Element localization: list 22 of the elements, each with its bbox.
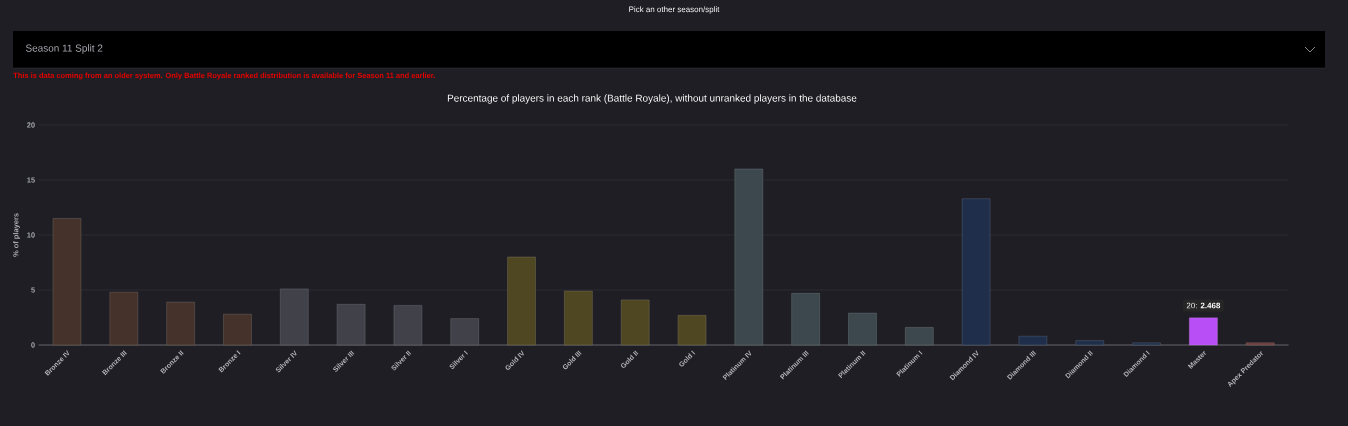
bar	[1132, 342, 1161, 346]
bar	[393, 305, 423, 346]
bar	[1189, 317, 1218, 346]
chart-title: Percentage of players in each rank (Battle Royale), without unranked players in the database	[447, 94, 857, 104]
bar	[166, 301, 195, 346]
bar	[791, 293, 820, 346]
bar	[1018, 336, 1048, 346]
bar	[450, 318, 479, 346]
text: Season 11 Split 2	[25, 44, 103, 54]
bar	[52, 218, 82, 346]
bar	[961, 198, 991, 346]
bar	[1246, 342, 1275, 346]
bar	[1075, 340, 1104, 346]
bar	[109, 292, 139, 346]
bar	[223, 314, 252, 346]
bar	[621, 299, 650, 346]
bar	[507, 256, 536, 346]
bar	[336, 304, 366, 346]
bar	[677, 315, 707, 346]
bar	[905, 327, 934, 346]
bar	[564, 290, 593, 346]
bar	[848, 312, 877, 346]
